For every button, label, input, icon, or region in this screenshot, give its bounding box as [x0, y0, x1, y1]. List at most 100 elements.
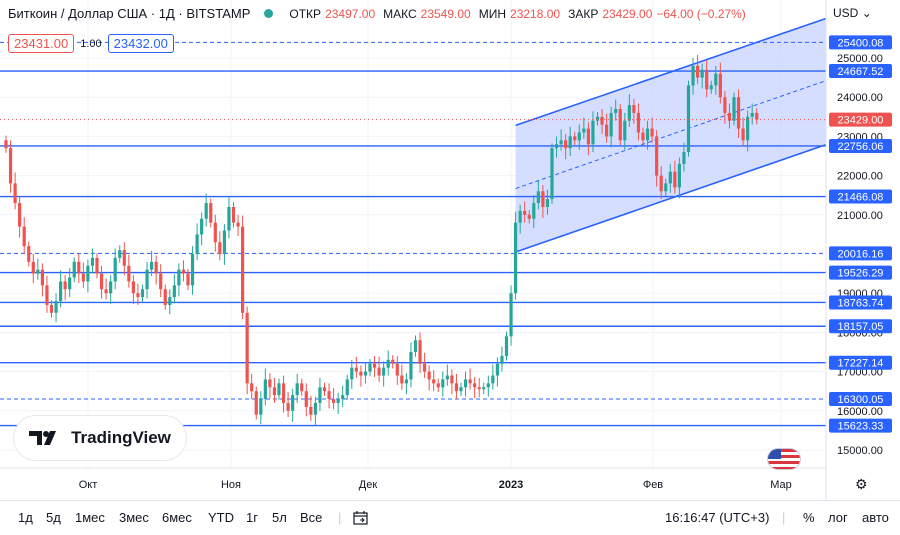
candle-body [99, 273, 104, 290]
sell-button[interactable]: 23431.00 [8, 34, 75, 53]
candle-body [732, 97, 736, 121]
symbol-title[interactable]: Биткоин / Доллар США · 1Д · BITSTAMP [8, 6, 251, 21]
candle-body [636, 112, 641, 133]
candle-body [45, 285, 49, 305]
candles [4, 54, 759, 426]
percent-toggle[interactable]: % [803, 510, 815, 525]
candle-body [554, 144, 559, 149]
candle-body [127, 265, 131, 282]
us-flag-icon [768, 449, 800, 469]
gear-icon[interactable]: ⚙ [855, 476, 868, 492]
low-value: 23218.00 [510, 6, 561, 21]
candle-body [40, 269, 44, 286]
candle-body [746, 116, 750, 141]
candle-body [177, 269, 181, 286]
candle-body [573, 136, 577, 141]
candle-body [577, 132, 581, 141]
candle-body [263, 379, 267, 400]
candle-body [500, 355, 504, 364]
candle-body [309, 406, 313, 415]
candle-body [714, 73, 718, 86]
candle-body [673, 171, 677, 188]
candle-body [541, 191, 545, 207]
candle-body [536, 191, 540, 204]
candle-body [463, 379, 468, 388]
level-label: 18763.74 [838, 297, 884, 309]
candle-body [27, 246, 31, 262]
level-label-box [829, 246, 892, 261]
currency-selector[interactable]: USD ⌄ [833, 6, 872, 20]
log-toggle[interactable]: лог [828, 510, 848, 525]
candle-body [605, 124, 609, 137]
candle-body [532, 203, 536, 219]
tradingview-logo: TradingView [14, 416, 186, 460]
candle-body [254, 391, 258, 415]
candle-body [618, 108, 622, 141]
candle-body [436, 383, 440, 388]
candle-body [172, 285, 176, 298]
candle-body [104, 289, 108, 294]
trend-channel [515, 17, 827, 253]
candle-body [118, 250, 122, 258]
candle-body [523, 210, 527, 215]
candle-body [363, 371, 368, 376]
timeframe-1d[interactable]: 1д [18, 510, 33, 525]
candle-body [705, 69, 709, 90]
timeframe-6m[interactable]: 6мес [162, 510, 192, 525]
high-label: МАКС [383, 6, 417, 21]
candle-body [313, 402, 317, 415]
timeframe-all[interactable]: Все [300, 510, 323, 525]
candle-body [377, 367, 381, 376]
level-label: 21466.08 [838, 192, 884, 204]
calendar-range-icon[interactable] [352, 510, 370, 526]
channel-fill [515, 18, 826, 253]
candle-body [332, 399, 336, 403]
candle-body [600, 116, 604, 125]
divider: | [338, 510, 342, 525]
timeframe-3m[interactable]: 3мес [119, 510, 149, 525]
candle-body [736, 97, 741, 129]
timeframe-5y[interactable]: 5л [272, 510, 287, 525]
candle-body [277, 383, 281, 396]
buy-button[interactable]: 23432.00 [107, 34, 174, 53]
timeframe-ytd[interactable]: YTD [208, 510, 234, 525]
candle-body [409, 352, 413, 380]
timeframe-1y[interactable]: 1г [246, 510, 258, 525]
candle-body [159, 273, 163, 290]
candle-body [109, 281, 113, 294]
candle-body [677, 163, 681, 188]
level-label: 25400.08 [838, 37, 884, 49]
candle-body [559, 140, 563, 145]
candle-body [368, 363, 372, 372]
candle-body [482, 387, 486, 390]
candle-body [241, 226, 245, 313]
level-label-box [829, 418, 892, 433]
level-label-box [829, 138, 892, 153]
level-label-box [829, 392, 892, 407]
candle-body [727, 112, 732, 121]
clock-time[interactable]: 16:16:47 (UTC+3) [665, 510, 770, 525]
candle-body [322, 387, 327, 392]
candle-body [391, 359, 395, 364]
candle-body [122, 250, 126, 266]
spread-value: 1.00 [80, 37, 102, 50]
timeframe-5d[interactable]: 5д [46, 510, 61, 525]
candle-body [659, 175, 663, 192]
y-tick-label: 25000.00 [837, 53, 883, 65]
candle-body [382, 367, 386, 376]
level-label: 24667.52 [838, 66, 884, 78]
candle-body [4, 140, 8, 149]
x-tick-label: Окт [79, 479, 98, 491]
candle-body [181, 269, 186, 274]
time-axis: Окт Ноя Дек 2023 Фев Мар [79, 479, 792, 491]
candle-body [723, 97, 727, 113]
candle-body [272, 387, 277, 396]
auto-toggle[interactable]: авто [862, 510, 889, 525]
timeframe-1m[interactable]: 1мес [75, 510, 105, 525]
candle-body [36, 269, 40, 274]
candle-body [664, 183, 668, 192]
candle-body [150, 261, 154, 270]
candle-body [204, 203, 208, 219]
candle-body [250, 383, 254, 392]
